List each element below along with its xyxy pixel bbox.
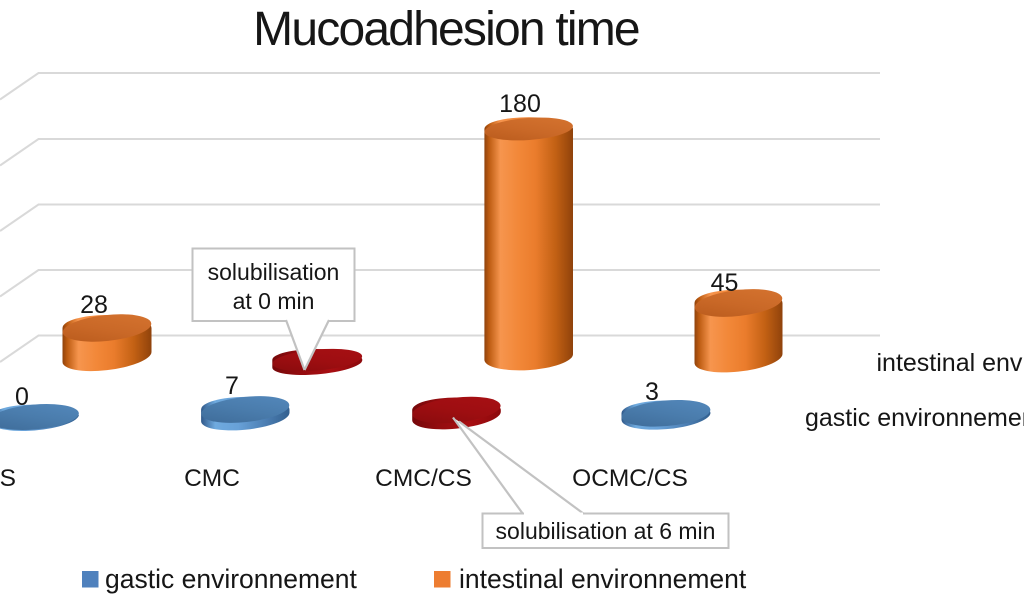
- svg-text:intestinal environnement: intestinal environnement: [877, 349, 1024, 377]
- svg-text:3: 3: [645, 378, 659, 406]
- svg-text:28: 28: [80, 291, 108, 319]
- svg-text:Mucoadhesion time: Mucoadhesion time: [253, 3, 639, 56]
- svg-text:CS: CS: [0, 465, 16, 492]
- svg-text:7: 7: [225, 372, 239, 400]
- svg-text:gastic environnement: gastic environnement: [805, 404, 1024, 432]
- svg-text:180: 180: [499, 90, 541, 118]
- svg-text:at 0 min: at 0 min: [233, 288, 315, 314]
- svg-text:intestinal environnement: intestinal environnement: [459, 564, 747, 594]
- svg-text:solubilisation: solubilisation: [208, 259, 340, 285]
- svg-text:CMC/CS: CMC/CS: [375, 465, 472, 492]
- svg-text:CMC: CMC: [184, 465, 240, 492]
- svg-text:45: 45: [711, 269, 739, 297]
- svg-text:0: 0: [15, 383, 29, 411]
- svg-text:gastic environnement: gastic environnement: [105, 564, 358, 594]
- svg-text:OCMC/CS: OCMC/CS: [572, 465, 688, 492]
- svg-text:solubilisation at 6 min: solubilisation at 6 min: [496, 518, 716, 544]
